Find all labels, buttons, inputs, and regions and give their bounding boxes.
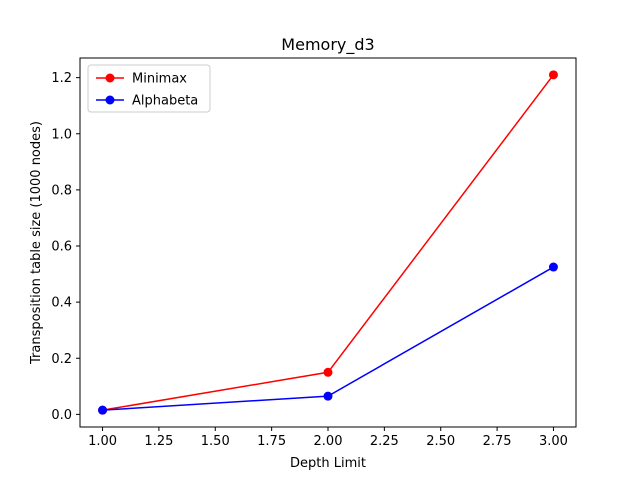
data-point-minimax <box>323 367 333 377</box>
legend-marker-alphabeta <box>105 95 115 105</box>
legend: Minimax Alphabeta <box>87 64 211 113</box>
legend-label-alphabeta: Alphabeta <box>132 94 198 109</box>
x-tick-label: 1.00 <box>88 434 117 449</box>
y-tick-label: 1.0 <box>51 127 72 142</box>
y-tick-label: 0.4 <box>51 296 72 311</box>
y-axis: 0.0 0.2 0.4 0.6 0.8 1.0 1.2 <box>51 71 80 423</box>
y-tick-label: 0.8 <box>51 183 72 198</box>
data-point-alphabeta <box>323 391 333 401</box>
data-point-alphabeta <box>548 262 558 272</box>
y-tick-label: 1.2 <box>51 71 72 86</box>
y-tick-label: 0.0 <box>51 408 72 423</box>
x-axis: 1.00 1.25 1.50 1.75 2.00 2.25 2.50 2.75 3.00 <box>88 427 568 449</box>
chart-title: Memory_d3 <box>281 35 374 55</box>
y-axis-label: Transposition table size (1000 nodes) <box>29 121 44 365</box>
x-tick-label: 3.00 <box>539 434 568 449</box>
legend-label-minimax: Minimax <box>132 72 187 87</box>
y-tick-label: 0.6 <box>51 240 72 255</box>
x-tick-label: 2.25 <box>370 434 399 449</box>
x-axis-label: Depth Limit <box>290 456 366 471</box>
x-tick-label: 2.50 <box>426 434 455 449</box>
x-tick-label: 1.75 <box>257 434 286 449</box>
legend-marker-minimax <box>105 73 115 83</box>
y-tick-label: 0.2 <box>51 352 72 367</box>
x-tick-label: 2.00 <box>314 434 343 449</box>
x-tick-label: 2.75 <box>483 434 512 449</box>
data-point-alphabeta <box>98 405 108 415</box>
data-point-minimax <box>548 70 558 80</box>
x-tick-label: 1.25 <box>144 434 173 449</box>
x-tick-label: 1.50 <box>201 434 230 449</box>
plot-area <box>98 70 558 415</box>
